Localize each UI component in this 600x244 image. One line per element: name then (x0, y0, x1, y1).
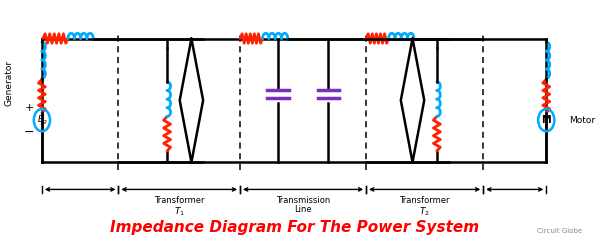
Text: $E_g$: $E_g$ (37, 114, 47, 127)
Text: −: − (24, 126, 35, 139)
Text: Generator: Generator (5, 60, 14, 106)
Text: Line: Line (294, 205, 312, 214)
Text: Circuit Globe: Circuit Globe (537, 228, 582, 234)
Text: Transformer: Transformer (154, 196, 205, 205)
Text: $T_2$: $T_2$ (419, 205, 430, 218)
Text: Motor: Motor (569, 116, 595, 125)
Text: +: + (25, 103, 34, 113)
Text: Transformer: Transformer (400, 196, 450, 205)
Text: Impedance Diagram For The Power System: Impedance Diagram For The Power System (110, 220, 479, 235)
Text: $T_1$: $T_1$ (174, 205, 185, 218)
Text: Transmission: Transmission (276, 196, 330, 205)
Text: M: M (541, 115, 551, 125)
